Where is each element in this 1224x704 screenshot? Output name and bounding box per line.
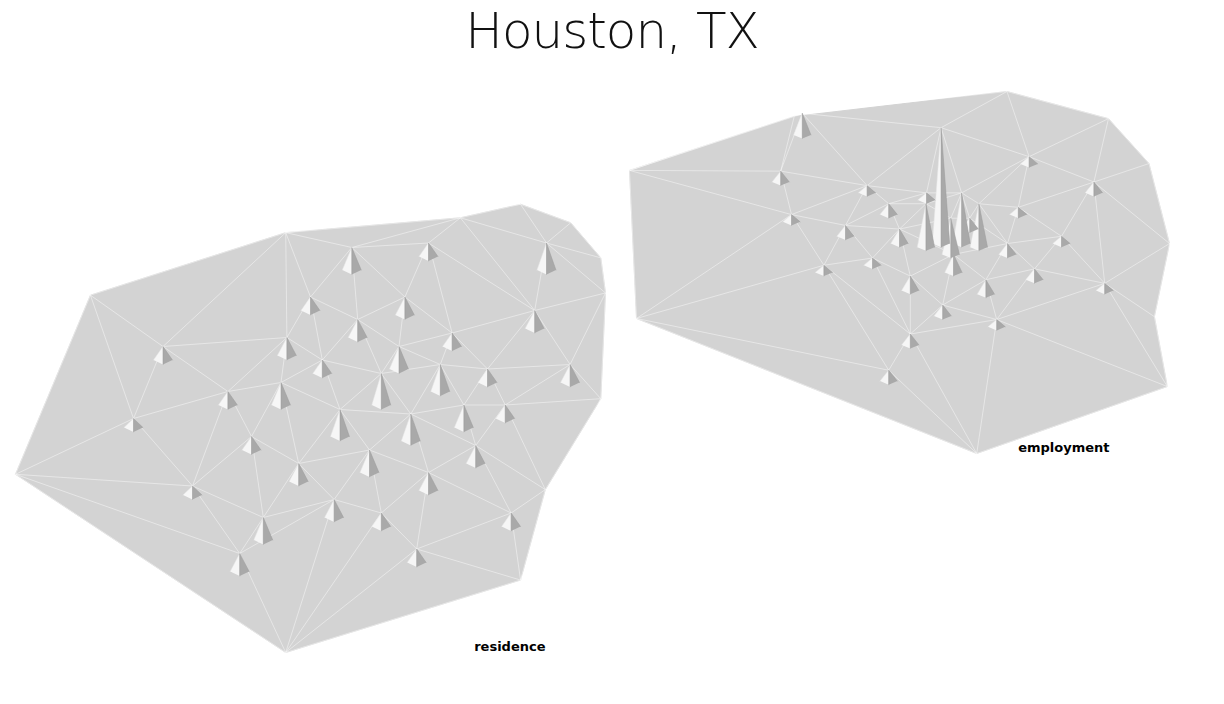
- svg-text:employment: employment: [1018, 440, 1109, 455]
- svg-text:residence: residence: [474, 639, 546, 654]
- html-text:Houston, TX: Houston, TX: [465, 2, 759, 60]
